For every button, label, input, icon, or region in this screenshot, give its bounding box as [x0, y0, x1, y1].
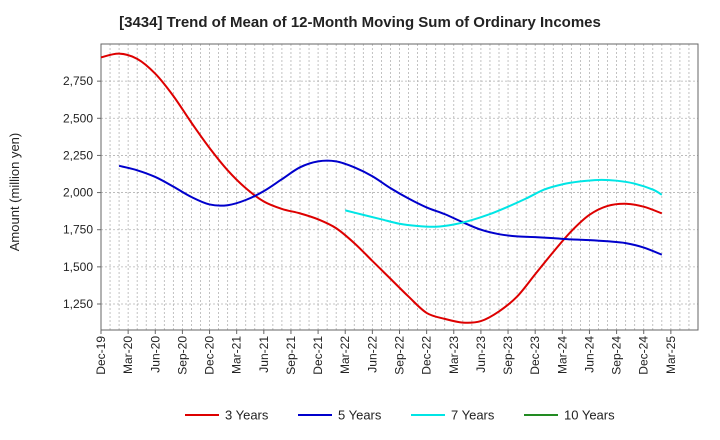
y-tick-label: 1,500 [63, 260, 93, 274]
legend-label-3-years: 3 Years [225, 408, 269, 423]
x-tick-label: Jun-23 [474, 336, 488, 373]
x-tick-label: Mar-23 [447, 336, 461, 374]
axes: 1,250 1,500 1,750 2,000 2,250 2,500 2,750 Dec-1… [63, 43, 699, 375]
x-tick-label: Dec-23 [528, 336, 542, 375]
y-tick-label: 1,750 [63, 223, 93, 237]
y-tick-label: 2,500 [63, 111, 93, 125]
x-tick-label: Jun-24 [582, 336, 596, 373]
legend-label-10-years: 10 Years [564, 408, 615, 423]
x-tick-label: Sep-21 [284, 336, 298, 375]
legend: 3 Years 5 Years 7 Years 10 Years [185, 408, 615, 423]
legend-label-7-years: 7 Years [451, 408, 495, 423]
y-axis-label: Amount (million yen) [7, 133, 22, 252]
series-line-3-years [100, 52, 663, 324]
x-tick-label: Jun-20 [148, 336, 162, 373]
x-tick-label: Mar-25 [664, 336, 678, 374]
x-tick-label: Sep-20 [175, 336, 189, 375]
x-tick-label: Sep-24 [610, 336, 624, 375]
x-tick-label: Dec-22 [420, 336, 434, 375]
x-tick-label: Sep-23 [501, 336, 515, 375]
grid [101, 44, 698, 330]
x-tick-label: Mar-20 [121, 336, 135, 374]
y-tick-label: 2,000 [63, 186, 93, 200]
series-line-5-years [118, 159, 663, 256]
x-tick-label: Jun-22 [365, 336, 379, 373]
x-tick-label: Dec-24 [637, 336, 651, 375]
x-tick-label: Dec-19 [94, 336, 108, 375]
legend-label-5-years: 5 Years [338, 408, 382, 423]
series-line-7-years [344, 178, 663, 228]
chart-title: [3434] Trend of Mean of 12-Month Moving … [119, 14, 601, 31]
x-tick-label: Mar-21 [230, 336, 244, 374]
y-tick-label: 2,750 [63, 74, 93, 88]
x-tick-label: Jun-21 [257, 336, 271, 373]
series-group [100, 52, 663, 324]
y-tick-label: 2,250 [63, 148, 93, 162]
x-tick-label: Mar-24 [555, 336, 569, 374]
x-tick-label: Dec-20 [203, 336, 217, 375]
x-tick-label: Sep-22 [393, 336, 407, 375]
y-tick-label: 1,250 [63, 297, 93, 311]
x-tick-label: Dec-21 [311, 336, 325, 375]
x-tick-label: Mar-22 [338, 336, 352, 374]
